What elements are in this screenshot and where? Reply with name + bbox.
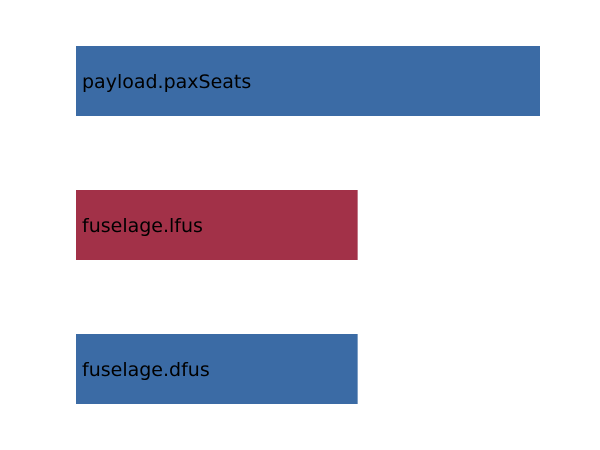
bar-payload-paxseats: [76, 46, 540, 116]
bar-fuselage-lfus: [76, 190, 358, 260]
bar-label: fuselage.dfus: [82, 359, 210, 381]
bars-group: payload.paxSeats fuselage.lfus fuselage.df…: [76, 46, 540, 404]
bar-label: fuselage.lfus: [82, 215, 203, 237]
bar-fuselage-dfus: [76, 334, 358, 404]
bar-label: payload.paxSeats: [82, 71, 251, 93]
